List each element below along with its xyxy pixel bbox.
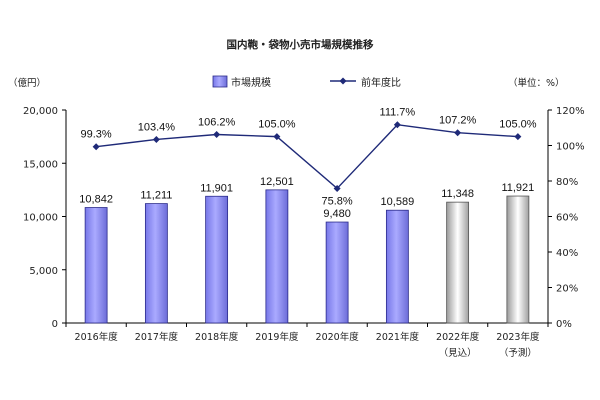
bar-value-label: 12,501 <box>260 176 294 188</box>
left-axis-unit: （億円） <box>8 77 46 89</box>
right-axis-tick-label: 0% <box>556 319 572 330</box>
left-axis-tick-label: 20,000 <box>23 106 58 117</box>
bar-value-label: 11,348 <box>441 188 474 200</box>
left-axis-tick-label: 10,000 <box>23 213 58 224</box>
right-axis-tick-label: 40% <box>556 248 578 259</box>
yoy-line-layer <box>92 121 522 192</box>
yoy-point-marker <box>514 133 522 141</box>
x-axis-category-label: 2019年度 <box>255 331 299 343</box>
chart-title: 国内鞄・袋物小売市場規模推移 <box>227 38 374 51</box>
yoy-value-label: 107.2% <box>439 115 477 127</box>
data-labels: 10,842 11,211 11,901 12,501 9,480 10,589 11,34… <box>79 107 536 220</box>
bar-market-size <box>325 221 349 324</box>
bar-value-label: 11,901 <box>200 182 233 194</box>
bar-market-size <box>144 203 168 324</box>
x-axis-category-label: 2016年度 <box>75 331 119 343</box>
yoy-point-marker <box>393 121 401 129</box>
axes: 0 5,000 10,000 15,000 20,000 0% 20% 40% 60% 80% 10… <box>23 106 585 359</box>
yoy-point-marker <box>454 129 462 137</box>
bar-value-label: 11,921 <box>501 182 534 194</box>
bar-value-label: 10,589 <box>381 196 415 208</box>
bar-value-label: 11,211 <box>140 190 172 202</box>
bar-value-label: 9,480 <box>323 208 351 220</box>
yoy-value-label: 105.0% <box>258 119 296 131</box>
yoy-value-label: 99.3% <box>81 129 112 141</box>
right-axis-tick-label: 120% <box>556 106 585 117</box>
bar-market-size <box>205 195 229 324</box>
bar-market-size <box>84 207 108 324</box>
right-axis-tick-label: 60% <box>556 213 578 224</box>
right-axis-tick-label: 100% <box>556 142 585 153</box>
x-axis-category-note: （予測） <box>499 347 537 359</box>
yoy-point-marker <box>92 143 100 151</box>
bar-market-size-estimate <box>506 195 530 324</box>
yoy-point-marker <box>213 130 221 138</box>
x-axis-category-label: 2021年度 <box>376 331 420 343</box>
bars <box>84 189 530 324</box>
x-axis-category-label: 2022年度 <box>436 331 480 343</box>
yoy-point-marker <box>273 133 281 141</box>
x-axis-category-label: 2023年度 <box>496 331 540 343</box>
legend-label-market-size: 市場規模 <box>231 76 271 89</box>
yoy-value-label: 106.2% <box>198 116 236 128</box>
right-axis-tick-label: 80% <box>556 177 578 188</box>
legend-swatch-yoy-marker <box>339 77 347 85</box>
right-axis-unit: （単位：%） <box>508 77 565 89</box>
x-axis-category-label: 2018年度 <box>195 331 239 343</box>
x-axis-category-note: （見込） <box>439 347 477 359</box>
bar-value-label: 10,842 <box>79 194 113 206</box>
yoy-value-label: 103.4% <box>138 121 176 133</box>
yoy-value-label: 111.7% <box>380 107 416 119</box>
yoy-value-label: 105.0% <box>499 119 537 131</box>
left-axis-tick-label: 15,000 <box>23 159 58 170</box>
left-axis-tick-label: 5,000 <box>29 266 58 277</box>
yoy-line <box>96 123 518 190</box>
yoy-point-marker <box>333 184 341 192</box>
right-axis-tick-label: 20% <box>556 284 578 295</box>
yoy-point-marker <box>152 135 160 143</box>
legend-label-yoy: 前年度比 <box>361 76 401 89</box>
legend: 市場規模 前年度比 <box>212 75 401 89</box>
left-axis-tick-label: 0 <box>52 319 58 330</box>
bar-market-size-estimate <box>446 201 470 324</box>
x-axis-category-label: 2020年度 <box>316 331 360 343</box>
bar-market-size <box>385 209 409 324</box>
yoy-value-label: 75.8% <box>322 195 353 207</box>
x-axis-category-label: 2017年度 <box>135 331 179 343</box>
legend-swatch-market-size <box>212 75 228 88</box>
bar-market-size <box>265 189 289 324</box>
